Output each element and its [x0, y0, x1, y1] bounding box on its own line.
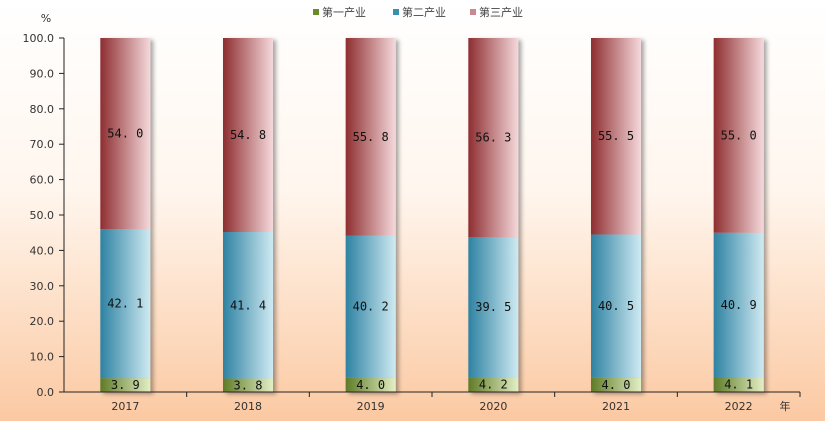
data-label: 4. 0 — [602, 378, 631, 392]
legend-swatch — [470, 9, 476, 15]
y-tick-label: 30.0 — [30, 280, 55, 293]
bar-stack — [713, 38, 764, 392]
data-label: 4. 0 — [356, 378, 385, 392]
data-label: 3. 9 — [111, 378, 140, 392]
bar-segment — [591, 38, 641, 235]
bar-segment — [345, 38, 396, 236]
legend-label: 第一产业 — [322, 5, 366, 19]
bar-stack — [223, 38, 273, 392]
x-tick-label: 2019 — [357, 400, 385, 413]
bar-stack — [100, 38, 151, 392]
bar-stack — [345, 38, 396, 392]
x-tick-label: 2018 — [234, 400, 262, 413]
legend-swatch — [393, 9, 399, 15]
bars: 3. 9 42. 1 54. 0 3. 8 41. 4 54. 8 4. 0 40. 2 55.… — [100, 38, 764, 392]
x-axis: 2017 2018 2019 2020 2021 2022 年 — [64, 391, 801, 413]
legend: 第一产业 第二产业 第三产业 — [313, 5, 523, 19]
bar-segment — [713, 377, 764, 392]
x-axis-unit-label: 年 — [780, 399, 791, 413]
data-label: 3. 8 — [234, 378, 263, 392]
data-label: 39. 5 — [475, 300, 511, 314]
bar-segment — [468, 237, 519, 378]
y-tick-label: 0.0 — [37, 386, 55, 399]
y-tick-label: 90.0 — [30, 67, 55, 80]
legend-label: 第二产业 — [402, 5, 446, 19]
data-label: 40. 2 — [353, 300, 389, 314]
legend-swatch — [313, 9, 319, 15]
bar-segment — [223, 38, 273, 232]
data-label: 54. 8 — [230, 128, 266, 142]
x-tick-label: 2020 — [479, 400, 507, 413]
data-label: 41. 4 — [230, 298, 266, 312]
legend-label: 第三产业 — [479, 5, 523, 19]
data-label: 55. 8 — [353, 130, 389, 144]
data-label: 4. 2 — [479, 378, 508, 392]
y-tick-label: 50.0 — [30, 209, 55, 222]
data-label: 54. 0 — [107, 127, 143, 141]
y-tick-label: 70.0 — [30, 138, 55, 151]
bar-segment — [100, 38, 151, 230]
data-label: 55. 0 — [721, 128, 757, 142]
bar-segment — [223, 231, 273, 379]
y-tick-label: 10.0 — [30, 351, 55, 364]
y-axis-unit-label: % — [41, 12, 51, 25]
y-tick-label: 60.0 — [30, 174, 55, 187]
bar-segment — [713, 38, 764, 233]
data-label: 4. 1 — [724, 378, 753, 392]
bar-segment — [100, 378, 151, 392]
data-label: 40. 5 — [598, 299, 634, 313]
bar-segment — [713, 232, 764, 378]
bar-segment — [591, 234, 641, 378]
y-tick-label: 40.0 — [30, 244, 55, 257]
data-label: 55. 5 — [598, 129, 634, 143]
x-tick-label: 2017 — [111, 400, 139, 413]
bar-segment — [468, 38, 519, 238]
data-label: 40. 9 — [721, 298, 757, 312]
bar-stack — [591, 38, 641, 392]
bar-segment — [345, 377, 396, 392]
y-tick-label: 80.0 — [30, 103, 55, 116]
bar-segment — [100, 229, 151, 379]
data-label: 56. 3 — [475, 131, 511, 145]
bar-segment — [345, 235, 396, 378]
bar-segment — [468, 377, 519, 392]
bar-segment — [591, 377, 641, 392]
bar-stack — [468, 38, 519, 392]
y-axis: 0.0 10.0 20.0 30.0 40.0 50.0 60.0 70.0 80.0 90.0 1… — [23, 12, 65, 399]
data-label: 42. 1 — [107, 297, 143, 311]
bar-segment — [223, 378, 273, 392]
x-tick-label: 2022 — [725, 400, 753, 413]
y-tick-label: 20.0 — [30, 315, 55, 328]
x-tick-label: 2021 — [602, 400, 630, 413]
y-tick-label: 100.0 — [23, 32, 55, 45]
